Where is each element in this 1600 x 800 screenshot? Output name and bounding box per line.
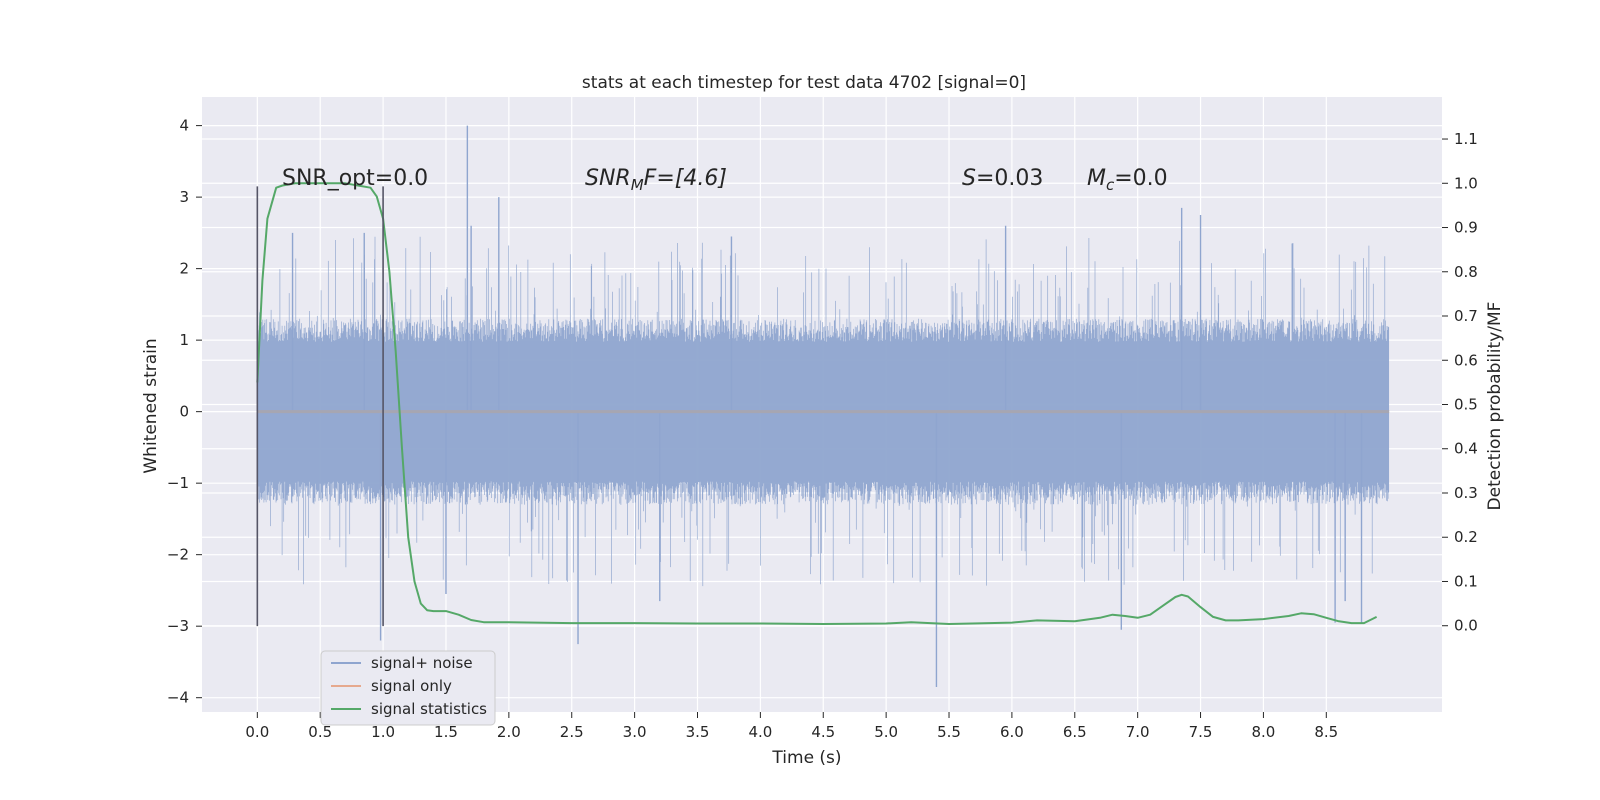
right-tick-label: 0.4 (1454, 440, 1478, 458)
right-tick-label: 0.6 (1454, 351, 1478, 369)
x-tick-label: 8.5 (1314, 723, 1338, 741)
legend-label-signal-statistics: signal statistics (371, 700, 487, 718)
annotation-snr-mf: SNRMF=[4.6] (585, 166, 727, 194)
y-tick-label: 3 (179, 188, 189, 206)
y-tick-label: −4 (167, 689, 189, 707)
right-axis-ticks: 1.1 1.0 0.9 0.8 0.7 0.6 0.5 0.4 0.3 0.2 0.1 0.0 (1442, 130, 1478, 635)
chart-title: stats at each timestep for test data 470… (582, 73, 1026, 93)
y-tick-label: −1 (167, 474, 189, 492)
right-tick-label: 0.7 (1454, 307, 1478, 325)
annotation-mc-value: =0.0 (1114, 166, 1167, 191)
y-tick-label: 2 (179, 260, 189, 278)
right-tick-label: 0.9 (1454, 219, 1478, 237)
annotation-snr-mf-base: SNR (585, 166, 631, 191)
annotation-snr-opt: SNR_opt=0.0 (282, 166, 428, 191)
vertical-markers (256, 186, 384, 627)
right-tick-label: 1.1 (1454, 130, 1478, 148)
x-tick-label: 0.5 (308, 723, 332, 741)
x-tick-label: 4.0 (748, 723, 772, 741)
annotation-s-label: S (962, 166, 976, 191)
annotation-mc-sub: c (1106, 176, 1115, 194)
x-tick-label: 2.0 (497, 723, 521, 741)
right-tick-label: 0.2 (1454, 528, 1478, 546)
y-axis-label: Whitened strain (141, 338, 161, 473)
legend: signal+ noise signal only signal statist… (320, 650, 496, 726)
x-axis-ticks: 0.0 0.5 1.0 1.5 2.0 2.5 3.0 3.5 4.0 4.5 5.0 5.5 6.0 6… (245, 712, 1338, 741)
x-tick-label: 7.0 (1126, 723, 1150, 741)
series-signal-statistics (256, 182, 1378, 625)
x-tick-label: 1.0 (371, 723, 395, 741)
annotation-s-value: =0.03 (976, 166, 1043, 191)
legend-label-signal-only: signal only (371, 677, 452, 695)
x-tick-label: 0.0 (245, 723, 269, 741)
x-tick-label: 3.0 (623, 723, 647, 741)
right-tick-label: 0.1 (1454, 572, 1478, 590)
x-tick-label: 5.0 (874, 723, 898, 741)
y-axis-ticks: 4 3 2 1 0 −1 −2 −3 −4 (167, 117, 202, 707)
x-tick-label: 6.5 (1063, 723, 1087, 741)
legend-box (320, 650, 496, 726)
signal-statistics-line (256, 182, 1378, 625)
annotation-mc: Mc=0.0 (1087, 166, 1168, 194)
x-tick-label: 7.5 (1189, 723, 1213, 741)
right-tick-label: 0.3 (1454, 484, 1478, 502)
x-tick-label: 2.5 (560, 723, 584, 741)
x-tick-label: 4.5 (811, 723, 835, 741)
x-tick-label: 1.5 (434, 723, 458, 741)
y-tick-label: −2 (167, 546, 189, 564)
right-tick-label: 0.8 (1454, 263, 1478, 281)
x-tick-label: 5.5 (937, 723, 961, 741)
right-axis-label: Detection probability/MF (1485, 302, 1505, 511)
x-tick-label: 6.0 (1000, 723, 1024, 741)
annotation-snr-mf-sub: M (631, 176, 644, 194)
x-axis-label: Time (s) (771, 748, 841, 768)
y-tick-label: 4 (179, 117, 189, 135)
legend-label-signal-noise: signal+ noise (371, 654, 473, 672)
x-tick-label: 3.5 (686, 723, 710, 741)
right-tick-label: 1.0 (1454, 174, 1478, 192)
y-tick-label: 1 (179, 331, 189, 349)
annotation-s: S=0.03 (962, 166, 1043, 191)
y-tick-label: −3 (167, 617, 189, 635)
right-tick-label: 0.5 (1454, 396, 1478, 414)
annotation-snr-mf-rest: F=[4.6] (644, 166, 727, 191)
x-tick-label: 8.0 (1251, 723, 1275, 741)
y-tick-label: 0 (179, 403, 189, 421)
annotation-mc-base: M (1087, 166, 1106, 191)
right-tick-label: 0.0 (1454, 617, 1478, 635)
